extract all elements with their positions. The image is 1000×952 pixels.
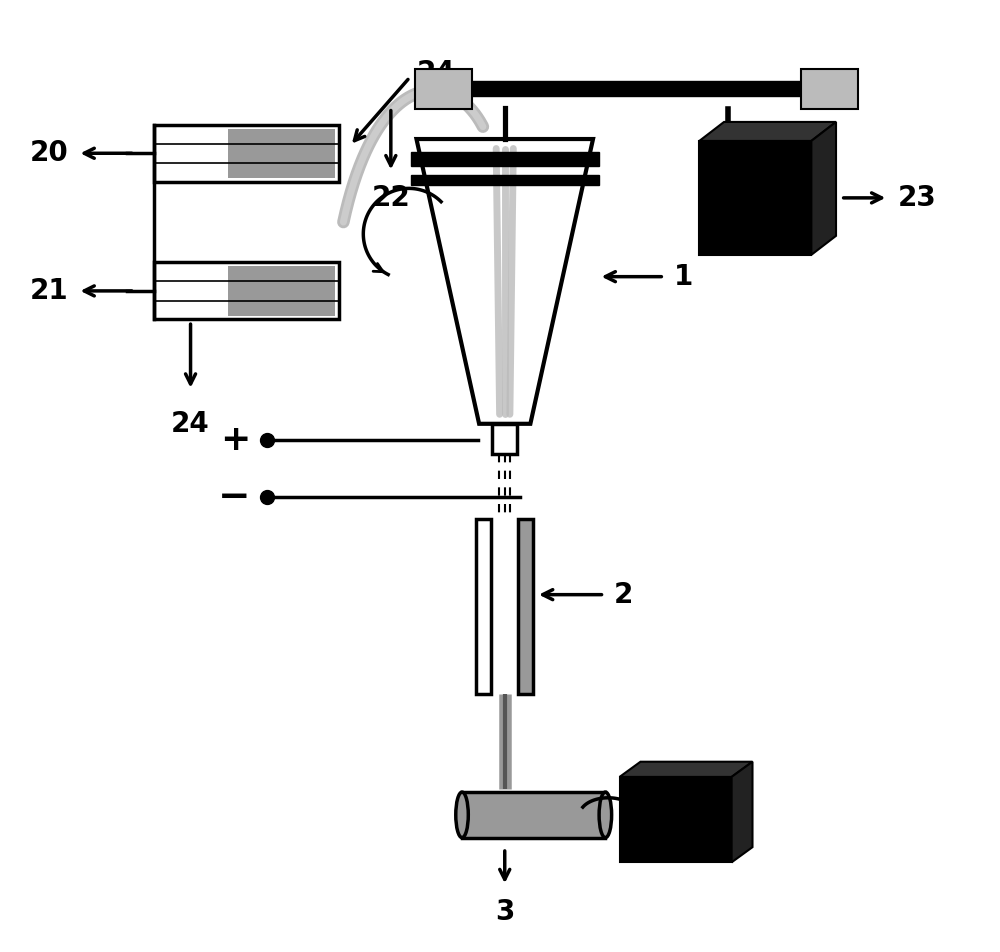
Text: 24: 24 (416, 59, 455, 87)
Text: 23: 23 (898, 184, 936, 212)
Bar (228, 267, 335, 315)
Text: 21: 21 (29, 277, 68, 305)
Text: +: + (220, 423, 250, 457)
Polygon shape (811, 122, 836, 255)
Text: 2: 2 (614, 581, 633, 608)
Text: 3: 3 (495, 899, 514, 926)
Ellipse shape (456, 792, 468, 838)
Bar (154, 263, 339, 319)
Polygon shape (416, 139, 593, 424)
Bar (415, 69, 472, 109)
Bar (228, 129, 335, 178)
Bar (492, 424, 517, 454)
Bar (464, 81, 808, 96)
Bar (620, 777, 732, 863)
Bar (801, 69, 858, 109)
Text: 22: 22 (371, 184, 410, 211)
Polygon shape (620, 762, 752, 777)
Text: 24: 24 (171, 409, 210, 438)
Bar (699, 141, 811, 255)
Bar (411, 152, 599, 166)
Bar (518, 519, 533, 694)
Ellipse shape (599, 792, 612, 838)
Bar (462, 792, 605, 838)
Text: −: − (218, 478, 250, 516)
Bar (411, 175, 599, 185)
Polygon shape (699, 122, 836, 141)
Bar (154, 125, 339, 182)
Text: 1: 1 (674, 263, 693, 290)
Text: 20: 20 (29, 139, 68, 168)
Polygon shape (732, 762, 752, 863)
Bar (476, 519, 491, 694)
